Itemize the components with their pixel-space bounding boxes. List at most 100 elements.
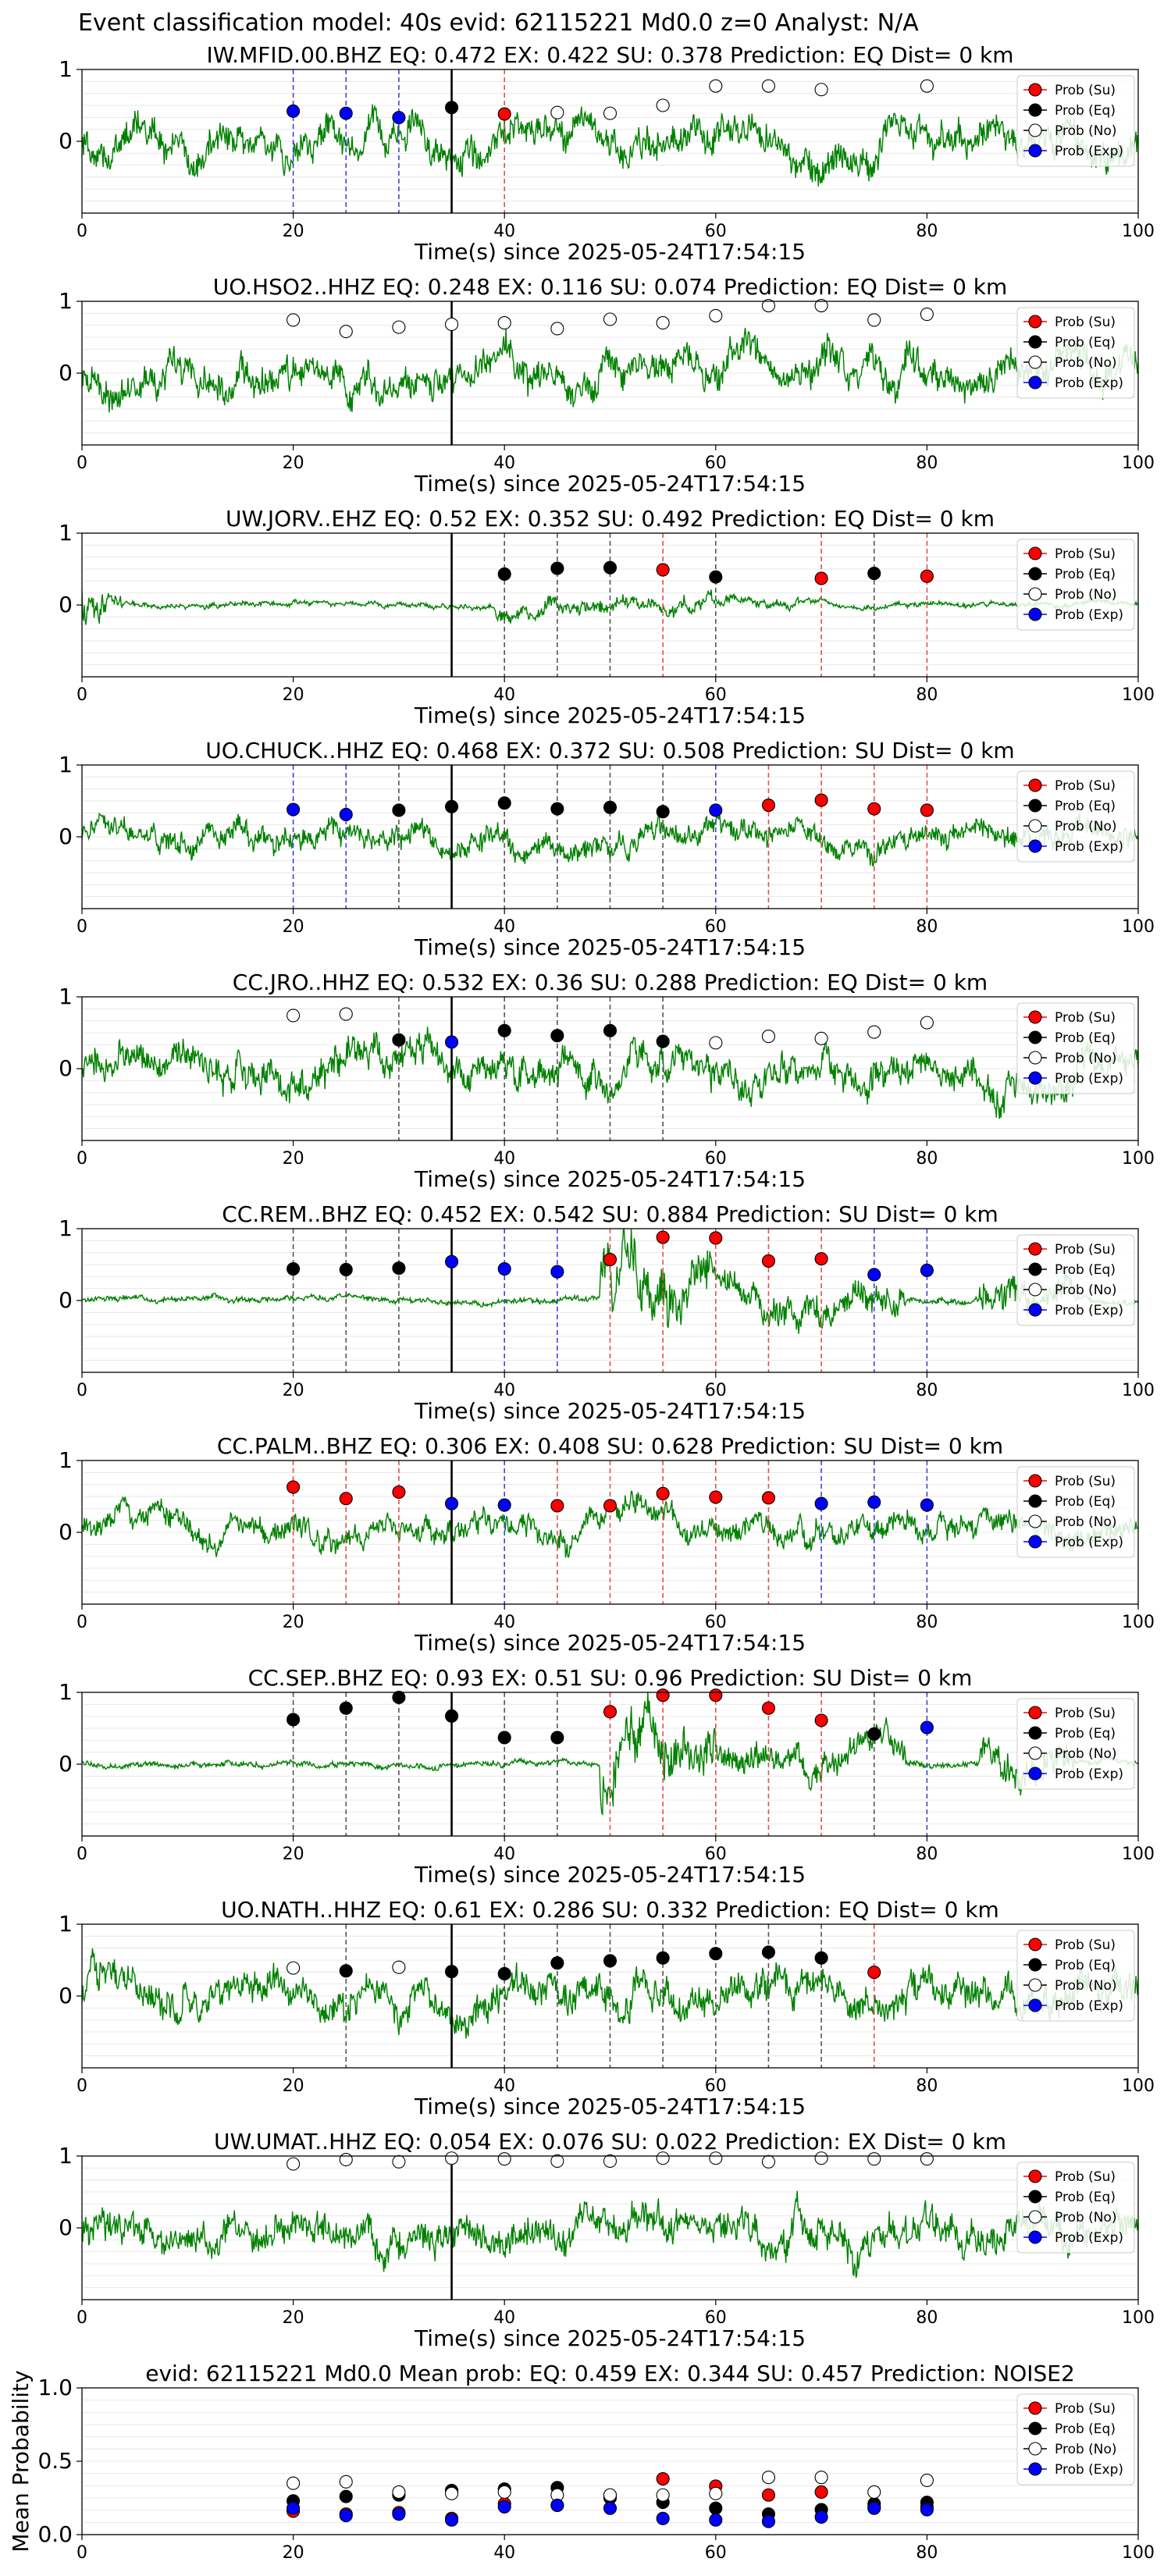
prob-point-eq xyxy=(497,567,511,581)
prob-point-no xyxy=(550,322,564,336)
legend-marker xyxy=(1028,2210,1042,2224)
legend-label: Prob (No) xyxy=(1055,587,1117,603)
y-tick-label: 0 xyxy=(59,1983,73,2008)
x-tick-label: 80 xyxy=(916,222,938,241)
legend-marker xyxy=(1028,1303,1042,1317)
prob-point-su xyxy=(761,1254,776,1268)
prob-point-no xyxy=(709,2151,723,2165)
legend-marker xyxy=(1028,546,1042,560)
legend-label: Prob (Exp) xyxy=(1055,2230,1123,2246)
panel-title: CC.REM..BHZ EQ: 0.452 EX: 0.542 SU: 0.88… xyxy=(222,1201,998,1227)
prob-point-eq xyxy=(709,1947,723,1961)
x-tick-label: 80 xyxy=(916,2543,938,2563)
legend-label: Prob (Eq) xyxy=(1055,799,1116,814)
legend-label: Prob (Su) xyxy=(1055,1474,1116,1489)
chart-panel-2: 0 20 40 60 80 100 0 1 UO.HSO2..HHZ EQ: 0.248 EX:… xyxy=(59,274,1155,496)
legend-marker xyxy=(1028,2190,1042,2204)
x-axis-label: Time(s) since 2025-05-24T17:54:15 xyxy=(414,1862,806,1888)
prob-point-eq xyxy=(603,800,618,814)
legend-marker xyxy=(1028,778,1042,792)
legend-marker xyxy=(1028,819,1042,833)
legend-label: Prob (Su) xyxy=(1055,1706,1116,1721)
prob-point-su xyxy=(709,1490,723,1504)
chart-panel-5: 0 20 40 60 80 100 0 1 CC.JRO..HHZ EQ: 0.532 EX: … xyxy=(59,970,1155,1192)
legend-marker xyxy=(1028,1706,1042,1720)
waveform-trace xyxy=(82,2190,1138,2278)
prob-point-no xyxy=(603,2154,618,2168)
panel-title: evid: 62115221 Md0.0 Mean prob: EQ: 0.45… xyxy=(145,2361,1075,2386)
x-axis-label: Time(s) since 2025-05-24T17:54:15 xyxy=(414,1630,806,1656)
legend-label: Prob (Eq) xyxy=(1055,1030,1116,1046)
panel-title: CC.JRO..HHZ EQ: 0.532 EX: 0.36 SU: 0.288… xyxy=(233,970,988,995)
prob-point-eq xyxy=(339,1964,353,1978)
x-axis-label: Time(s) since 2025-05-24T17:54:15 xyxy=(414,2325,806,2351)
prob-point-su xyxy=(603,1705,618,1719)
legend-marker xyxy=(1028,1978,1042,1992)
legend-marker xyxy=(1028,1746,1042,1760)
x-tick-label: 60 xyxy=(705,2543,727,2563)
x-tick-label: 80 xyxy=(916,2308,938,2328)
prob-point-no xyxy=(339,325,353,339)
x-tick-label: 20 xyxy=(283,2543,304,2563)
x-tick-label: 40 xyxy=(493,2076,515,2096)
panel-title: UO.NATH..HHZ EQ: 0.61 EX: 0.286 SU: 0.33… xyxy=(221,1897,999,1923)
legend-marker xyxy=(1028,1767,1042,1781)
x-tick-label: 0 xyxy=(77,1845,87,1864)
prob-point-su xyxy=(814,571,828,585)
x-tick-label: 100 xyxy=(1122,1613,1155,1632)
prob-point-su xyxy=(656,563,670,577)
x-tick-label: 40 xyxy=(493,2543,515,2563)
legend: Prob (Su) Prob (Eq) Prob (No) Prob (Exp) xyxy=(1016,1466,1135,1558)
legend-marker xyxy=(1028,1262,1042,1276)
x-tick-label: 20 xyxy=(283,917,304,937)
prob-point-su xyxy=(656,1688,670,1703)
prob-point-eq xyxy=(392,1690,406,1704)
prob-point-no xyxy=(287,1009,301,1023)
x-tick-label: 60 xyxy=(705,222,727,241)
prob-point-eq xyxy=(444,1709,459,1723)
legend-label: Prob (Su) xyxy=(1055,83,1116,98)
legend-marker xyxy=(1028,1051,1042,1065)
legend-marker xyxy=(1028,2462,1042,2476)
prob-point-eq xyxy=(287,1261,301,1276)
prob-point-eq xyxy=(867,566,881,581)
prob-point-no xyxy=(656,316,670,330)
prob-point-no xyxy=(497,2152,511,2166)
prob-point-no xyxy=(339,2153,353,2167)
legend-label: Prob (Su) xyxy=(1055,546,1116,562)
x-tick-label: 0 xyxy=(77,1381,87,1400)
x-tick-label: 20 xyxy=(283,685,304,705)
legend-label: Prob (Exp) xyxy=(1055,1071,1123,1087)
prob-point-exp xyxy=(444,1254,459,1268)
mean-prob-point-exp xyxy=(339,2509,353,2523)
x-tick-label: 40 xyxy=(493,1149,515,1169)
mean-prob-point-su xyxy=(761,2488,776,2502)
prob-point-no xyxy=(603,312,618,326)
legend-label: Prob (No) xyxy=(1055,1978,1117,1994)
prob-point-su xyxy=(867,802,881,816)
chart-panel-8: 0 20 40 60 80 100 0 1 CC.SEP..BHZ EQ: 0.93 EX: 0… xyxy=(59,1665,1155,1888)
legend-box xyxy=(1016,75,1135,167)
prob-point-eq xyxy=(444,799,459,813)
legend-label: Prob (Eq) xyxy=(1055,1958,1116,1973)
mean-prob-point-exp xyxy=(287,2501,301,2515)
y-tick-label: 0.0 xyxy=(37,2521,73,2547)
legend-label: Prob (No) xyxy=(1055,1514,1117,1530)
prob-point-no xyxy=(287,313,301,327)
chart-panel-9: 0 20 40 60 80 100 0 1 UO.NATH..HHZ EQ: 0.61 EX: … xyxy=(59,1897,1155,2119)
x-tick-label: 100 xyxy=(1122,1149,1155,1169)
x-tick-label: 40 xyxy=(493,222,515,241)
x-tick-label: 80 xyxy=(916,1381,938,1400)
legend-marker xyxy=(1028,1030,1042,1044)
legend-marker xyxy=(1028,587,1042,601)
legend-marker xyxy=(1028,1071,1042,1085)
x-tick-label: 20 xyxy=(283,2076,304,2096)
prob-point-no xyxy=(603,106,618,120)
prob-point-exp xyxy=(497,1261,511,1276)
prob-point-no xyxy=(814,2151,828,2165)
y-tick-label: 0 xyxy=(59,592,73,617)
x-tick-label: 100 xyxy=(1122,222,1155,241)
prob-point-no xyxy=(287,2157,301,2171)
x-tick-label: 40 xyxy=(493,917,515,937)
